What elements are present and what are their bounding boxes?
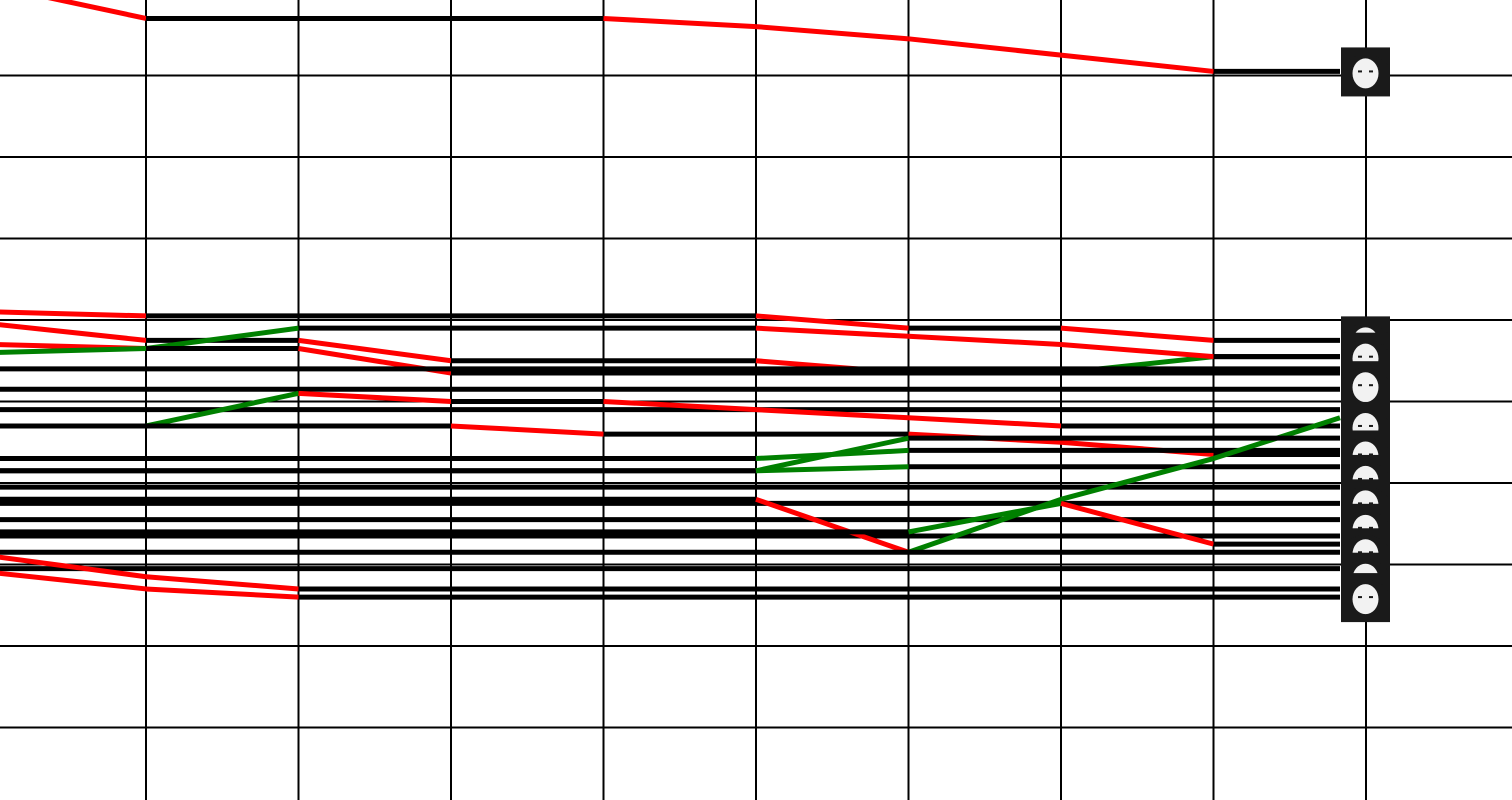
series-segment (1060, 52, 1214, 74)
series-line (0, 554, 1340, 592)
series-segment (145, 390, 300, 429)
series-line (0, 390, 1340, 429)
series-segment (47, 0, 147, 21)
series-segment (1060, 500, 1215, 547)
series-layer (0, 0, 1341, 600)
avatar-layer (1341, 47, 1390, 623)
series-segment (0, 554, 147, 580)
series-line (0, 346, 1340, 376)
series-segment (755, 313, 909, 331)
series-segment (755, 325, 909, 339)
series-segment (0, 570, 147, 592)
series-segment (755, 464, 909, 474)
series-segment (298, 390, 452, 404)
series-segment (145, 574, 299, 592)
player-avatar-icon (1341, 47, 1390, 97)
series-segment (0, 322, 147, 343)
series-line (0, 435, 1340, 474)
series-line (0, 447, 1340, 462)
series-segment (145, 325, 299, 352)
series-segment (1060, 341, 1214, 360)
series-line (0, 570, 1340, 600)
series-segment (298, 337, 452, 364)
series-segment (145, 586, 299, 600)
series-segment (908, 36, 1062, 58)
series-line (0, 500, 1340, 547)
series-segment (908, 333, 1062, 347)
series-segment (908, 415, 1062, 429)
series-segment (603, 399, 757, 413)
series-segment (0, 346, 147, 355)
series-segment (450, 423, 604, 437)
series-segment (755, 496, 910, 555)
series-line (47, 0, 1340, 74)
series-segment (603, 15, 757, 30)
series-line (0, 309, 1340, 343)
series-segment (0, 309, 147, 319)
series-segment (755, 24, 909, 42)
player-avatar-icon (1341, 573, 1390, 623)
series-segment (1060, 456, 1215, 502)
series-segment (908, 500, 1062, 535)
series-segment (755, 435, 910, 474)
series-segment (755, 407, 909, 421)
series-segment (1060, 325, 1214, 343)
